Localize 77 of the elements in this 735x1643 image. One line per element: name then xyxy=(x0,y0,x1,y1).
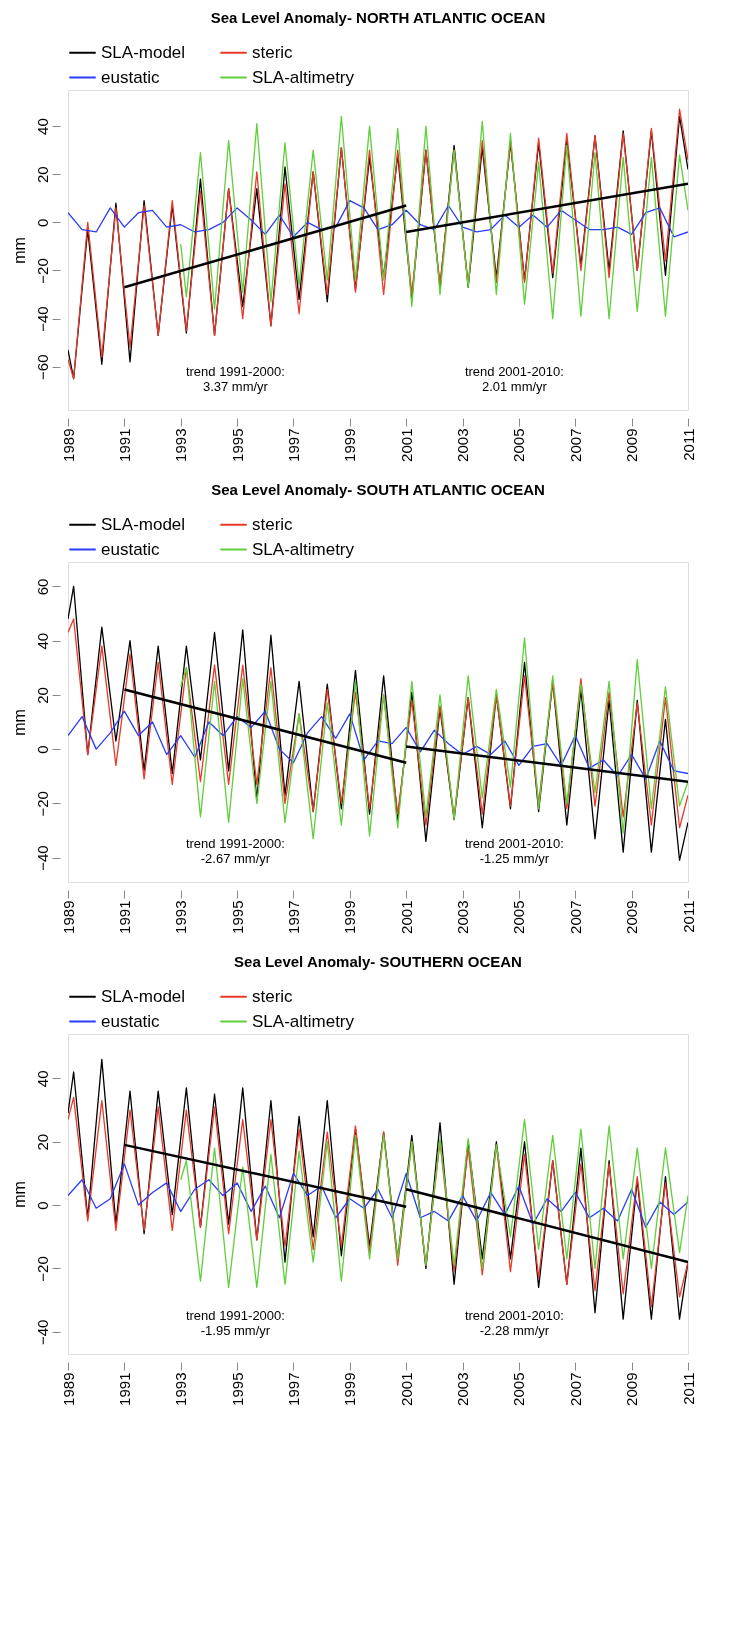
legend-label: SLA-model xyxy=(101,514,186,534)
legend-label: eustatic xyxy=(101,1011,161,1031)
x-tick-label: 1999 xyxy=(341,900,359,934)
x-tick-label: 1999 xyxy=(341,1372,359,1406)
legend-label: steric xyxy=(252,986,294,1006)
y-tick-label: 40 xyxy=(33,1070,51,1088)
x-tick-label: 1997 xyxy=(284,900,302,934)
x-tick-label: 2007 xyxy=(566,900,584,934)
legend-label: SLA-altimetry xyxy=(252,1011,355,1031)
x-tick-label: 2005 xyxy=(510,900,528,934)
annotation: trend 1991-2000: 3.37 mm/yr xyxy=(185,363,285,394)
x-tick-label: 1995 xyxy=(228,1372,246,1406)
y-tick-label: −40 xyxy=(33,306,51,332)
y-axis-title: mm xyxy=(10,237,28,264)
chart-title: Sea Level Anomaly- NORTH ATLANTIC OCEAN xyxy=(210,9,546,26)
x-tick-label: 1991 xyxy=(115,900,133,934)
x-tick-label: 2003 xyxy=(454,1372,472,1406)
x-tick-label: 2003 xyxy=(454,900,472,934)
legend-label: SLA-altimetry xyxy=(252,67,355,87)
y-tick-label: −40 xyxy=(33,1319,51,1346)
x-tick-label: 1989 xyxy=(59,900,77,934)
x-tick-label: 1999 xyxy=(341,428,359,462)
x-tick-label: 2009 xyxy=(623,428,641,462)
legend-label: steric xyxy=(252,42,294,62)
y-tick-label: 0 xyxy=(33,745,51,754)
legend-label: eustatic xyxy=(101,67,161,87)
chart-title: Sea Level Anomaly- SOUTH ATLANTIC OCEAN xyxy=(211,481,545,498)
x-tick-label: 2011 xyxy=(679,900,697,933)
x-tick-label: 2011 xyxy=(679,428,697,461)
annotation: trend 1991-2000: -1.95 mm/yr xyxy=(185,1307,285,1338)
x-tick-label: 1995 xyxy=(228,428,246,462)
x-tick-label: 1995 xyxy=(228,900,246,934)
y-tick-label: −20 xyxy=(33,258,51,284)
y-tick-label: 0 xyxy=(33,218,51,227)
y-tick-label: −60 xyxy=(33,354,51,380)
x-tick-label: 2009 xyxy=(623,1372,641,1406)
x-tick-label: 2001 xyxy=(397,900,415,934)
x-tick-label: 1997 xyxy=(284,428,302,462)
y-tick-label: 20 xyxy=(33,687,51,704)
legend-label: steric xyxy=(252,514,294,534)
x-tick-label: 2007 xyxy=(566,428,584,462)
y-tick-label: −40 xyxy=(33,845,51,871)
legend-label: eustatic xyxy=(101,539,161,559)
x-tick-label: 1991 xyxy=(115,428,133,462)
x-tick-label: 2001 xyxy=(397,1372,415,1406)
y-tick-label: 20 xyxy=(33,166,51,184)
x-tick-label: 2005 xyxy=(510,1372,528,1406)
x-tick-label: 1989 xyxy=(59,428,77,462)
y-axis-title: mm xyxy=(10,1181,28,1208)
y-tick-label: 60 xyxy=(33,578,51,596)
y-tick-label: −20 xyxy=(33,791,51,817)
x-tick-label: 1991 xyxy=(115,1372,133,1406)
y-tick-label: 40 xyxy=(33,632,51,650)
x-tick-label: 1993 xyxy=(172,900,190,934)
legend-label: SLA-altimetry xyxy=(252,539,355,559)
x-tick-label: 1997 xyxy=(284,1372,302,1406)
x-tick-label: 1989 xyxy=(59,1372,77,1406)
y-tick-label: −20 xyxy=(33,1256,51,1282)
x-tick-label: 2003 xyxy=(454,428,472,462)
x-tick-label: 2001 xyxy=(397,428,415,462)
x-tick-label: 2009 xyxy=(623,900,641,934)
x-tick-label: 1993 xyxy=(172,428,190,462)
annotation: trend 2001-2010: -2.28 mm/yr xyxy=(464,1307,564,1338)
legend-label: SLA-model xyxy=(101,42,186,62)
y-tick-label: 20 xyxy=(33,1133,51,1151)
x-tick-label: 2005 xyxy=(510,428,528,462)
y-tick-label: 0 xyxy=(33,1201,51,1210)
y-tick-label: 40 xyxy=(33,118,51,135)
chart-title: Sea Level Anomaly- SOUTHERN OCEAN xyxy=(234,953,522,970)
x-tick-label: 2007 xyxy=(566,1372,584,1406)
x-tick-label: 1993 xyxy=(172,1372,190,1406)
annotation: trend 2001-2010: -1.25 mm/yr xyxy=(464,835,564,866)
annotation: trend 2001-2010: 2.01 mm/yr xyxy=(464,363,564,394)
annotation: trend 1991-2000: -2.67 mm/yr xyxy=(185,835,285,866)
legend-label: SLA-model xyxy=(101,986,186,1006)
y-axis-title: mm xyxy=(10,709,28,736)
x-tick-label: 2011 xyxy=(679,1372,697,1405)
